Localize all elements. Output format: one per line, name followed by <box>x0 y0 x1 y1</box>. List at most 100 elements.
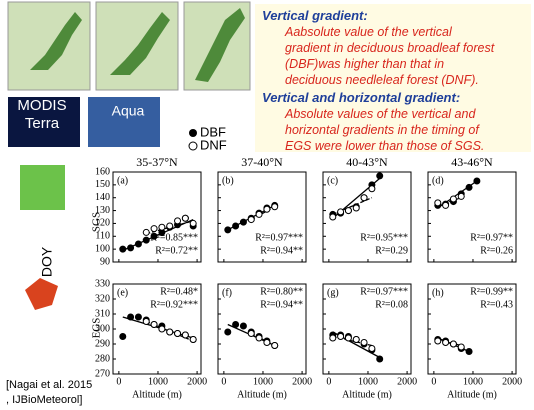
point <box>443 340 449 346</box>
map <box>96 2 178 90</box>
y-tick-label: 160 <box>95 166 110 177</box>
point <box>435 200 441 206</box>
point <box>458 193 464 199</box>
panel-label: (b) <box>222 175 234 186</box>
y-tick-label: 120 <box>95 218 110 229</box>
point <box>443 202 449 208</box>
x-axis-label: Altitude (m) <box>447 389 497 400</box>
satellite-label: Aqua <box>112 103 145 119</box>
point <box>233 322 239 328</box>
x-axis-label: Altitude (m) <box>132 389 182 400</box>
y-tick-label: 270 <box>95 368 110 379</box>
point <box>345 208 351 214</box>
y-tick-label: 150 <box>95 179 110 190</box>
point <box>369 346 375 352</box>
y-tick-label: 100 <box>95 243 110 254</box>
point <box>240 219 246 225</box>
column-header: 43-46°N <box>451 155 493 169</box>
panel-label: (e) <box>117 287 128 298</box>
point <box>353 337 359 343</box>
trend-line <box>251 207 274 220</box>
citation: , IJBioMeteorol] <box>6 394 82 406</box>
point <box>264 206 270 212</box>
x-tick-label: 2000 <box>292 376 312 387</box>
point <box>330 335 336 341</box>
r-squared: R²=0.72** <box>155 245 198 256</box>
citation: [Nagai et al. 2015 <box>6 379 92 391</box>
point <box>361 195 367 201</box>
point <box>151 226 157 232</box>
point <box>377 173 383 179</box>
x-axis-label: Altitude (m) <box>342 389 392 400</box>
point <box>135 241 141 247</box>
panel-label: (g) <box>327 287 339 298</box>
point <box>466 184 472 190</box>
y-tick-label: 130 <box>95 205 110 216</box>
x-axis-label: Altitude (m) <box>237 389 287 400</box>
trend-line <box>438 198 461 206</box>
point <box>225 329 231 335</box>
point <box>272 343 278 349</box>
point <box>256 335 262 341</box>
r-squared: R²=0.97*** <box>255 232 303 243</box>
point <box>272 204 278 210</box>
point <box>361 340 367 346</box>
satellite-label: MODIS <box>17 97 66 114</box>
slide: Vertical gradient: Aabsolute value of th… <box>0 0 534 410</box>
y-axis-label: DOY <box>39 246 55 277</box>
point <box>450 196 456 202</box>
column-header: 40-43°N <box>346 155 388 169</box>
point <box>159 224 165 230</box>
x-tick-label: 0 <box>116 376 121 387</box>
point <box>175 331 181 337</box>
leaf-icon <box>25 278 58 310</box>
point <box>128 314 134 320</box>
x-tick-label: 0 <box>221 376 226 387</box>
point <box>225 227 231 233</box>
y-tick-label: 280 <box>95 353 110 364</box>
x-tick-label: 1000 <box>148 376 168 387</box>
r-squared: R²=0.48* <box>160 286 198 297</box>
x-tick-label: 1000 <box>253 376 273 387</box>
point <box>338 334 344 340</box>
y-tick-label: 90 <box>100 256 110 267</box>
point <box>264 340 270 346</box>
legend-marker <box>189 129 197 137</box>
point <box>248 331 254 337</box>
r-squared: R²=0.95*** <box>360 232 408 243</box>
r-squared: R²=0.94** <box>260 245 303 256</box>
point <box>175 218 181 224</box>
r-squared: R²=0.29 <box>375 245 408 256</box>
point <box>143 237 149 243</box>
point <box>128 245 134 251</box>
r-squared: R²=0.26 <box>480 245 513 256</box>
satellite-label: Terra <box>25 115 60 132</box>
point <box>330 214 336 220</box>
r-squared: R²=0.94** <box>260 299 303 310</box>
point <box>190 220 196 226</box>
y-tick-label: 140 <box>95 192 110 203</box>
r-squared: R²=0.99** <box>470 286 513 297</box>
point <box>240 323 246 329</box>
panel-label: (h) <box>432 287 444 298</box>
point <box>135 314 141 320</box>
point <box>256 211 262 217</box>
point <box>182 332 188 338</box>
point <box>345 335 351 341</box>
point <box>233 223 239 229</box>
point <box>248 217 254 223</box>
point <box>474 178 480 184</box>
y-tick-label: 310 <box>95 308 110 319</box>
y-tick-label: 110 <box>95 231 110 242</box>
x-tick-label: 1000 <box>358 376 378 387</box>
point <box>466 349 472 355</box>
y-tick-label: 330 <box>95 278 110 289</box>
point <box>120 246 126 252</box>
panel-label: (a) <box>117 175 128 186</box>
point <box>151 322 157 328</box>
point <box>143 319 149 325</box>
panel-label: (f) <box>222 287 232 298</box>
point <box>159 326 165 332</box>
point <box>369 186 375 192</box>
point <box>338 209 344 215</box>
